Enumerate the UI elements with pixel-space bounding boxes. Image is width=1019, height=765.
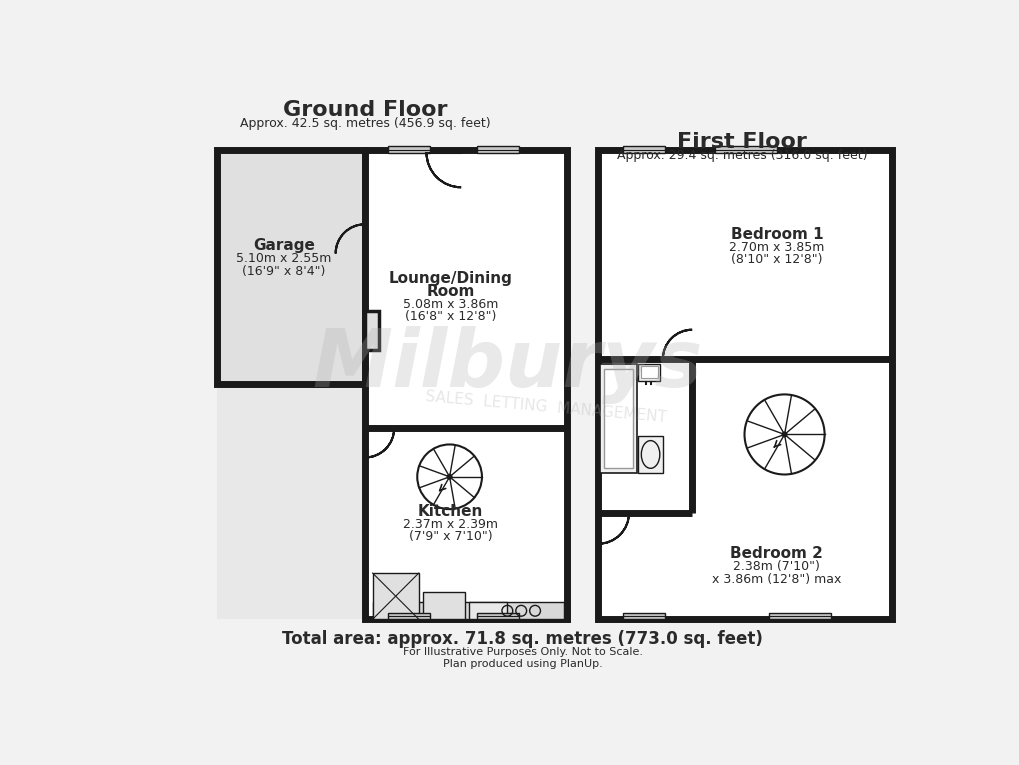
- Text: For Illustrative Purposes Only. Not to Scale.: For Illustrative Purposes Only. Not to S…: [403, 647, 642, 657]
- Text: Approx. 42.5 sq. metres (456.9 sq. feet): Approx. 42.5 sq. metres (456.9 sq. feet): [239, 117, 490, 130]
- Bar: [623, 146, 664, 153]
- Text: Bedroom 2: Bedroom 2: [730, 546, 822, 562]
- Text: 2.38m (7'10"): 2.38m (7'10"): [733, 561, 819, 574]
- Text: SALES  LETTING  MANAGEMENT: SALES LETTING MANAGEMENT: [424, 389, 666, 425]
- Text: Milburys: Milburys: [312, 326, 702, 404]
- Text: Lounge/Dining: Lounge/Dining: [388, 272, 512, 286]
- Bar: [365, 149, 567, 619]
- Text: 2.37m x 2.39m: 2.37m x 2.39m: [403, 518, 497, 531]
- Bar: [469, 602, 506, 619]
- Bar: [372, 602, 564, 619]
- Text: (16'8" x 12'8"): (16'8" x 12'8"): [405, 310, 495, 323]
- Bar: [603, 369, 632, 467]
- Bar: [638, 363, 659, 380]
- Bar: [768, 613, 829, 619]
- Text: (8'10" x 12'8"): (8'10" x 12'8"): [731, 253, 821, 266]
- Text: 2.70m x 3.85m: 2.70m x 3.85m: [729, 241, 823, 254]
- Text: 5.08m x 3.86m: 5.08m x 3.86m: [403, 298, 497, 311]
- Bar: [640, 366, 657, 378]
- Text: (16'9" x 8'4"): (16'9" x 8'4"): [243, 265, 325, 278]
- Text: Room: Room: [426, 284, 474, 298]
- Bar: [476, 613, 519, 619]
- Bar: [599, 363, 636, 473]
- Text: Bedroom 1: Bedroom 1: [730, 226, 822, 242]
- Text: Approx. 29.4 sq. metres (316.0 sq. feet): Approx. 29.4 sq. metres (316.0 sq. feet): [616, 149, 866, 162]
- Bar: [597, 149, 892, 619]
- Bar: [638, 436, 662, 473]
- Bar: [387, 613, 430, 619]
- Text: x 3.86m (12'8") max: x 3.86m (12'8") max: [711, 573, 841, 586]
- Text: First Floor: First Floor: [677, 132, 806, 151]
- Bar: [597, 149, 892, 619]
- Bar: [714, 146, 776, 153]
- Bar: [365, 311, 378, 350]
- Bar: [217, 149, 365, 384]
- Text: 5.10m x 2.55m: 5.10m x 2.55m: [236, 252, 331, 265]
- Circle shape: [447, 474, 451, 479]
- Text: (7'9" x 7'10"): (7'9" x 7'10"): [409, 530, 492, 543]
- Text: Garage: Garage: [253, 239, 315, 253]
- Text: Plan produced using PlanUp.: Plan produced using PlanUp.: [442, 659, 602, 669]
- Text: Total area: approx. 71.8 sq. metres (773.0 sq. feet): Total area: approx. 71.8 sq. metres (773…: [282, 630, 762, 647]
- Bar: [422, 592, 465, 619]
- Text: Kitchen: Kitchen: [417, 504, 483, 519]
- Bar: [623, 613, 664, 619]
- Bar: [476, 146, 519, 153]
- Text: Ground Floor: Ground Floor: [282, 99, 446, 119]
- Circle shape: [782, 432, 786, 437]
- Bar: [372, 573, 419, 619]
- Bar: [387, 146, 430, 153]
- Bar: [217, 149, 567, 619]
